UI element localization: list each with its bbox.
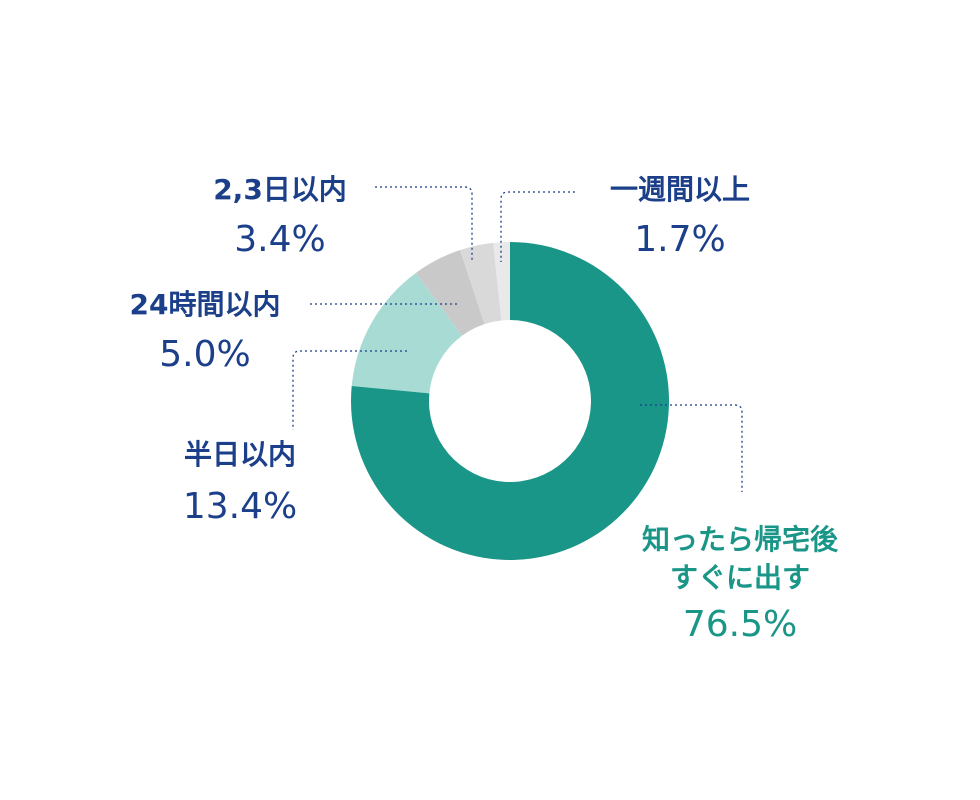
value-label: 1.7% [634,219,726,260]
leader [640,404,743,492]
category-label: 2,3日以内 [213,173,347,206]
leader-lines [292,186,743,492]
category-label: 知ったら帰宅後 すぐに出す [641,523,839,594]
donut-slice [493,242,510,321]
value-label: 3.4% [234,219,326,260]
category-label: 半日以内 [183,438,297,471]
value-label: 5.0% [159,334,251,375]
category-label: 一週間以上 [609,173,751,206]
category-label: 24時間以内 [129,288,281,321]
donut-slice [351,242,669,560]
donut-slice [415,250,485,336]
leader [375,186,473,262]
donut-slice [351,272,462,394]
value-label: 76.5% [682,604,798,645]
value-label: 13.4% [182,486,298,527]
donut-slice [459,242,502,325]
